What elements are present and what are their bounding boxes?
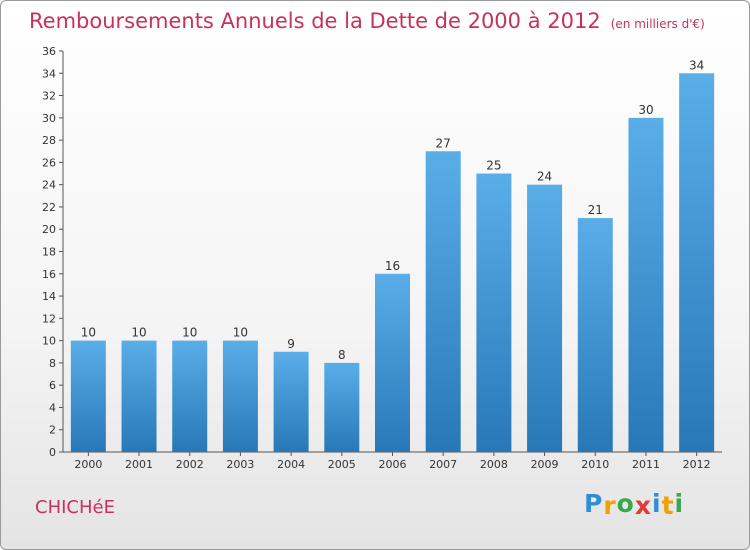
bar-2006 (375, 273, 410, 452)
data-label: 9 (287, 337, 295, 351)
chart-subtitle: (en milliers d'€) (610, 17, 705, 31)
y-tick-label: 28 (42, 134, 56, 147)
data-label: 8 (338, 348, 346, 362)
logo-letter: o (616, 489, 635, 518)
bar-2008 (476, 173, 512, 452)
x-tick-label: 2008 (480, 458, 508, 471)
bar-2010 (577, 218, 613, 452)
x-tick-label: 2011 (632, 458, 660, 471)
y-tick-label: 26 (42, 156, 56, 169)
x-tick-label: 2000 (74, 458, 102, 471)
x-tick-label: 2001 (125, 458, 153, 471)
logo-letter: i (674, 489, 685, 518)
bars (70, 73, 715, 453)
y-tick-label: 6 (49, 379, 56, 392)
x-tick-label: 2003 (226, 458, 254, 471)
y-tick-label: 18 (42, 246, 56, 259)
logo-letter: t (661, 491, 675, 520)
bar-2012 (679, 73, 715, 453)
bar-2005 (324, 362, 360, 452)
logo-letter: x (634, 491, 652, 520)
bar-2011 (628, 117, 664, 452)
logo-letter: P (584, 489, 604, 518)
x-tick-label: 2010 (581, 458, 609, 471)
data-label: 16 (385, 259, 400, 273)
commune-name: CHICHéE (35, 497, 115, 518)
y-tick-label: 12 (42, 312, 56, 325)
bar-2000 (70, 340, 106, 452)
data-label: 30 (638, 103, 653, 117)
x-tick-label: 2002 (176, 458, 204, 471)
bar-2004 (273, 351, 309, 452)
data-label: 34 (689, 58, 704, 72)
data-label: 10 (131, 326, 146, 340)
bar-2007 (425, 151, 461, 452)
x-tick-label: 2009 (531, 458, 559, 471)
logo-letter: i (652, 489, 662, 518)
chart-title: Remboursements Annuels de la Dette de 20… (29, 9, 705, 33)
data-label: 27 (436, 136, 451, 150)
y-tick-label: 4 (49, 401, 56, 414)
y-tick-label: 0 (49, 446, 56, 459)
data-label: 21 (588, 203, 603, 217)
logo-letter: r (603, 491, 617, 520)
y-tick-label: 34 (42, 67, 56, 80)
data-label: 25 (486, 159, 501, 173)
x-tick-label: 2007 (429, 458, 457, 471)
x-tick-label: 2005 (328, 458, 356, 471)
data-labels: 10 10 10 10 9 8 16 27 25 24 21 30 34 (81, 58, 705, 362)
y-tick-label: 22 (42, 201, 56, 214)
bar-2002 (172, 340, 208, 452)
data-label: 24 (537, 170, 552, 184)
data-label: 10 (233, 326, 248, 340)
y-tick-label: 32 (42, 90, 56, 103)
y-tick-label: 10 (42, 335, 56, 348)
y-tick-label: 30 (42, 112, 56, 125)
y-tick-label: 20 (42, 223, 56, 236)
y-tick-label: 8 (49, 357, 56, 370)
bar-2009 (527, 184, 563, 452)
x-tick-label: 2006 (379, 458, 407, 471)
x-tick-label: 2012 (683, 458, 711, 471)
bar-2001 (121, 340, 157, 452)
proxiti-logo: Proxiti (584, 489, 685, 520)
data-label: 10 (182, 326, 197, 340)
y-tick-label: 36 (42, 45, 56, 58)
x-tick-label: 2004 (277, 458, 305, 471)
data-label: 10 (81, 326, 96, 340)
bar-2003 (222, 340, 258, 452)
y-tick-label: 16 (42, 268, 56, 281)
y-tick-label: 2 (49, 424, 56, 437)
y-tick-label: 14 (42, 290, 56, 303)
y-tick-label: 24 (42, 179, 56, 192)
chart-title-text: Remboursements Annuels de la Dette de 20… (29, 9, 601, 33)
